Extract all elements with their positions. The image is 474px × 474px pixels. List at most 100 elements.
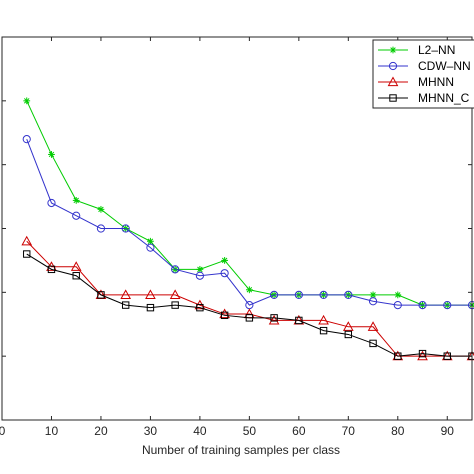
- data-point: [443, 301, 452, 310]
- marker-shape: [220, 311, 229, 320]
- marker-shape: [73, 197, 79, 204]
- marker-shape: [21, 235, 33, 246]
- marker-shape: [388, 61, 398, 71]
- data-point: [394, 352, 402, 360]
- marker-shape: [294, 290, 303, 299]
- data-point: [418, 349, 427, 358]
- data-point: [394, 291, 402, 299]
- marker-shape: [369, 339, 377, 348]
- data-point: [23, 97, 31, 105]
- marker-shape: [121, 301, 130, 309]
- x-tick-label: 40: [193, 424, 207, 438]
- x-tick-label: 80: [391, 424, 405, 438]
- data-point: [97, 205, 105, 213]
- marker-shape: [390, 47, 396, 53]
- marker-shape: [196, 303, 204, 312]
- legend-label: CDW–NN: [418, 59, 471, 73]
- marker-shape: [394, 352, 402, 360]
- marker-shape: [145, 289, 156, 299]
- marker-shape: [393, 301, 402, 310]
- marker-shape: [146, 243, 155, 252]
- marker-shape: [418, 349, 427, 358]
- data-point: [146, 303, 155, 312]
- marker-shape: [221, 257, 228, 264]
- data-point: [169, 289, 181, 299]
- marker-shape: [96, 224, 106, 233]
- data-point: [369, 291, 377, 299]
- data-point: [22, 135, 31, 144]
- data-point: [220, 311, 229, 320]
- data-point: [48, 151, 55, 158]
- marker-shape: [387, 76, 399, 87]
- data-point: [219, 308, 230, 319]
- legend-item: CDW–NN: [378, 59, 471, 73]
- marker-shape: [72, 211, 81, 220]
- data-point: [72, 211, 81, 220]
- marker-shape: [147, 238, 154, 245]
- legend: L2–NN CDW–NN MHNN MHNN_C: [372, 39, 474, 109]
- marker-shape: [220, 269, 229, 278]
- legend-item: MHNN: [378, 75, 454, 89]
- marker-shape: [171, 265, 180, 274]
- marker-shape: [368, 297, 378, 306]
- marker-shape: [344, 290, 353, 299]
- data-point: [220, 269, 229, 278]
- marker-shape: [367, 321, 379, 331]
- marker-shape: [98, 206, 104, 213]
- marker-shape: [389, 94, 397, 102]
- data-point: [369, 339, 377, 348]
- data-point: [70, 261, 82, 271]
- x-tick-label: 50: [243, 424, 257, 438]
- marker-shape: [121, 224, 130, 233]
- marker-shape: [418, 301, 427, 310]
- marker-shape: [245, 314, 254, 322]
- marker-shape: [72, 272, 80, 280]
- marker-shape: [319, 326, 328, 335]
- marker-shape: [195, 271, 204, 280]
- data-point: [319, 290, 328, 299]
- marker-shape: [443, 352, 451, 360]
- legend-box: [372, 39, 474, 109]
- marker-shape: [120, 289, 132, 299]
- marker-shape: [295, 316, 303, 325]
- legend-marker: [388, 61, 398, 71]
- data-point: [418, 301, 427, 310]
- data-point: [367, 321, 379, 331]
- series-2: [22, 135, 474, 310]
- data-point: [47, 198, 56, 208]
- data-point: [121, 224, 130, 233]
- data-point: [171, 301, 179, 309]
- x-tick-label: 70: [342, 424, 356, 438]
- marker-shape: [270, 314, 278, 322]
- marker-shape: [47, 265, 56, 274]
- data-point: [146, 243, 155, 252]
- marker-shape: [169, 289, 181, 299]
- data-point: [344, 290, 353, 299]
- series-4: [23, 250, 474, 360]
- marker-shape: [48, 151, 55, 158]
- x-tick-label: 30: [144, 424, 158, 438]
- data-point: [393, 301, 402, 310]
- marker-shape: [318, 314, 329, 325]
- data-point: [121, 301, 130, 309]
- data-point: [147, 237, 154, 245]
- marker-shape: [370, 292, 376, 298]
- legend-label: MHNN_C: [418, 91, 470, 105]
- data-point: [171, 265, 180, 274]
- x-tick-label: 10: [45, 424, 59, 438]
- legend-marker: [389, 46, 397, 54]
- marker-shape: [171, 301, 179, 309]
- data-point: [72, 197, 80, 204]
- data-point: [97, 291, 105, 299]
- x-tick-label: 20: [94, 424, 108, 438]
- x-tick-label: 0: [0, 424, 6, 438]
- data-point: [417, 350, 428, 361]
- x-tick-label: 60: [292, 424, 306, 438]
- data-point: [47, 265, 56, 274]
- marker-shape: [219, 308, 230, 319]
- data-point: [23, 250, 31, 258]
- legend-label: MHNN: [418, 75, 454, 89]
- data-point: [270, 314, 278, 322]
- axes: 0 10 20 30 40 50 60 70 80 90: [0, 36, 473, 438]
